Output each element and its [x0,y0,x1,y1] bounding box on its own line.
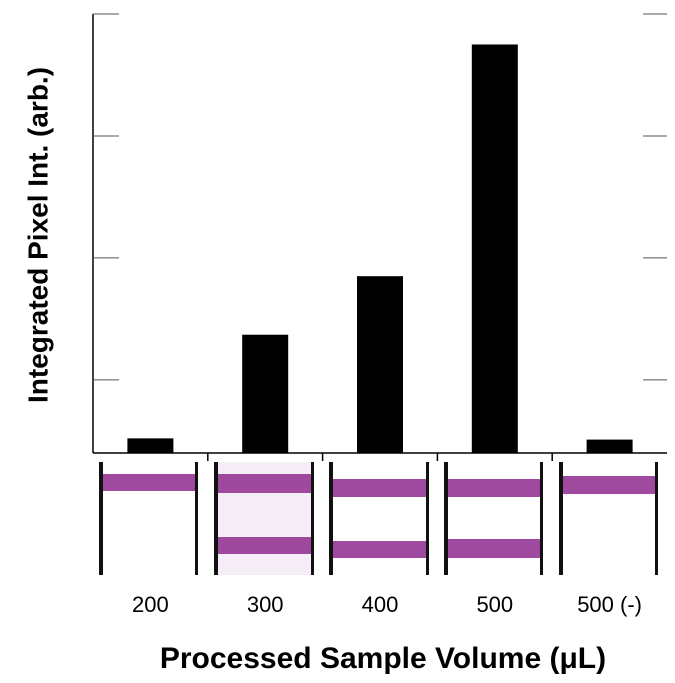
x-axis-label: Processed Sample Volume (μL) [160,642,606,675]
strip [214,462,314,575]
y-axis-label: Integrated Pixel Int. (arb.) [22,67,53,403]
strip [99,462,198,575]
bar [357,276,403,453]
bar [127,438,174,453]
strip [329,462,429,575]
strip [559,462,658,575]
gel-strips [99,462,658,575]
bar [586,439,633,453]
x-tick-label: 200 [132,592,169,617]
bar [471,44,518,453]
x-tick-label: 500 [476,592,513,617]
x-tick-label: 400 [362,592,399,617]
strip [444,462,543,575]
x-tick-label: 300 [247,592,284,617]
bar [242,334,289,453]
x-tick-label: 500 (-) [577,592,642,617]
